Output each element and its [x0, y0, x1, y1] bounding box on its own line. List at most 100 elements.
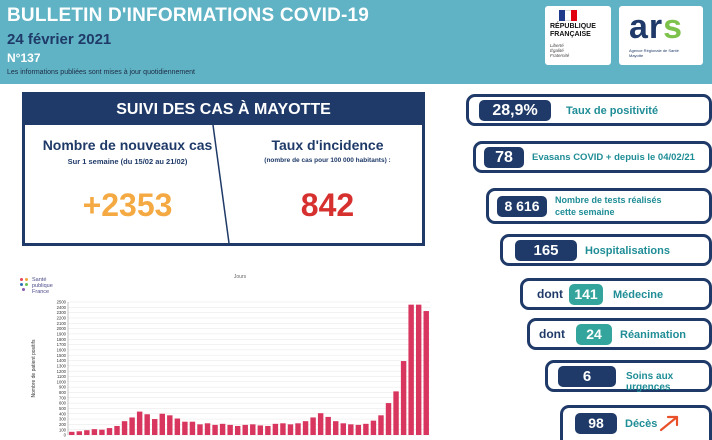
- bar: [182, 421, 188, 435]
- medecine-value: 141: [569, 284, 603, 305]
- positivity-value: 28,9%: [479, 100, 551, 121]
- hospitalisations-value: 165: [515, 240, 577, 261]
- bar: [99, 429, 105, 435]
- bar: [106, 428, 113, 435]
- sante-publique-logo: Santé publique France: [18, 276, 58, 304]
- bar: [144, 414, 150, 435]
- rf-line1: RÉPUBLIQUE: [550, 23, 596, 30]
- bar: [91, 429, 98, 435]
- y-tick-label: 2300: [57, 310, 67, 315]
- evasans-label: Evasans COVID + depuis le 04/02/21: [532, 152, 695, 163]
- update-note: Les informations publiées sont mises à j…: [7, 69, 195, 76]
- stat-evasans: 78 Evasans COVID + depuis le 04/02/21: [473, 141, 712, 173]
- urgences-value: 6: [558, 366, 616, 387]
- rf-motto1: Liberté: [550, 43, 564, 48]
- tests-label: Nombre de tests réalisés cette semaine: [555, 195, 662, 217]
- bar: [272, 423, 279, 435]
- sp-line1: Santé: [32, 277, 47, 283]
- y-tick-label: 2500: [57, 300, 67, 305]
- bulletin-date: 24 février 2021: [7, 31, 112, 48]
- bar: [212, 424, 218, 435]
- y-tick-label: 1800: [57, 337, 67, 342]
- reanimation-prefix: dont: [539, 327, 565, 341]
- bar: [295, 423, 301, 435]
- bulletin-title: BULLETIN D'INFORMATIONS COVID-19: [7, 5, 370, 26]
- bar: [385, 403, 392, 435]
- bar: [348, 424, 354, 435]
- bar: [84, 430, 90, 435]
- stat-positivity: 28,9% Taux de positivité: [466, 94, 712, 126]
- new-cases-period: Sur 1 semaine (du 15/02 au 21/02): [67, 157, 188, 166]
- stat-medecine: dont 141 Médecine: [520, 278, 712, 310]
- bar: [121, 421, 128, 435]
- bar: [167, 415, 173, 435]
- bar: [408, 304, 414, 435]
- y-tick-label: 1700: [57, 342, 67, 347]
- new-cases-label: Nombre de nouveaux cas: [42, 137, 213, 153]
- bar: [174, 418, 181, 435]
- bar: [197, 424, 203, 435]
- cases-chart: Santé publique France Jours Nombre de pat…: [10, 270, 435, 440]
- republique-francaise-logo: RÉPUBLIQUE FRANÇAISE Liberté Égalité Fra…: [545, 6, 611, 65]
- bar: [129, 417, 135, 435]
- bar: [204, 423, 211, 435]
- y-tick-label: 600: [59, 401, 67, 406]
- y-tick-label: 1500: [57, 353, 67, 358]
- trend-up-arrow-icon: [659, 415, 679, 432]
- stat-urgences: 6 Soins aux urgences: [545, 360, 712, 393]
- y-tick-label: 2000: [57, 326, 67, 331]
- bar: [310, 417, 316, 435]
- bar: [317, 413, 324, 435]
- rf-motto3: Fraternité: [550, 53, 570, 58]
- medecine-prefix: dont: [537, 287, 563, 301]
- medecine-label: Médecine: [613, 289, 664, 301]
- deces-label: Décès: [625, 418, 658, 430]
- bar: [265, 425, 271, 435]
- bar: [189, 421, 196, 435]
- stat-tests: 8 616 Nombre de tests réalisés cette sem…: [486, 188, 712, 224]
- y-tick-label: 1200: [57, 369, 67, 374]
- chart-title: Jours: [234, 274, 247, 280]
- stat-deces: 98 Décès: [560, 405, 712, 440]
- y-tick-label: 1000: [57, 379, 67, 384]
- bulletin-number: N°137: [7, 51, 41, 65]
- header-banner: BULLETIN D'INFORMATIONS COVID-19 24 févr…: [0, 0, 712, 84]
- bar: [280, 423, 286, 435]
- bar: [302, 421, 309, 435]
- new-cases-value: +2353: [82, 187, 173, 223]
- y-tick-label: 400: [59, 411, 67, 416]
- y-tick-label: 100: [59, 427, 67, 432]
- rf-motto2: Égalité: [550, 48, 564, 53]
- bar: [136, 411, 143, 435]
- suivi-title: SUIVI DES CAS À MAYOTTE: [25, 95, 422, 125]
- y-tick-label: 900: [59, 385, 67, 390]
- bar: [250, 424, 256, 435]
- bar: [242, 424, 248, 435]
- divider-line: [212, 125, 230, 244]
- y-tick-label: 2400: [57, 305, 67, 310]
- sp-line2: publique: [32, 283, 53, 289]
- bar: [287, 424, 294, 435]
- bar: [76, 431, 83, 435]
- y-tick-label: 1400: [57, 358, 67, 363]
- reanimation-label: Réanimation: [620, 329, 687, 341]
- y-tick-label: 0: [64, 433, 67, 438]
- y-tick-label: 1900: [57, 332, 67, 337]
- ars-logo: ars Agence Régionale de Santé Mayotte: [619, 6, 703, 65]
- stat-reanimation: dont 24 Réanimation: [527, 318, 712, 350]
- sp-line3: France: [32, 289, 50, 295]
- hospitalisations-label: Hospitalisations: [585, 245, 670, 257]
- bar: [114, 425, 120, 435]
- y-tick-label: 2100: [57, 321, 67, 326]
- reanimation-value: 24: [576, 324, 612, 345]
- bar: [325, 416, 331, 435]
- bar: [234, 425, 241, 435]
- y-tick-label: 500: [59, 406, 67, 411]
- urgences-label: Soins aux urgences: [626, 371, 674, 393]
- y-tick-label: 800: [59, 390, 67, 395]
- positivity-label: Taux de positivité: [566, 105, 659, 117]
- evasans-value: 78: [484, 147, 524, 168]
- bar: [355, 424, 362, 435]
- incidence-label: Taux d'incidence: [271, 137, 384, 153]
- y-tick-label: 1300: [57, 363, 67, 368]
